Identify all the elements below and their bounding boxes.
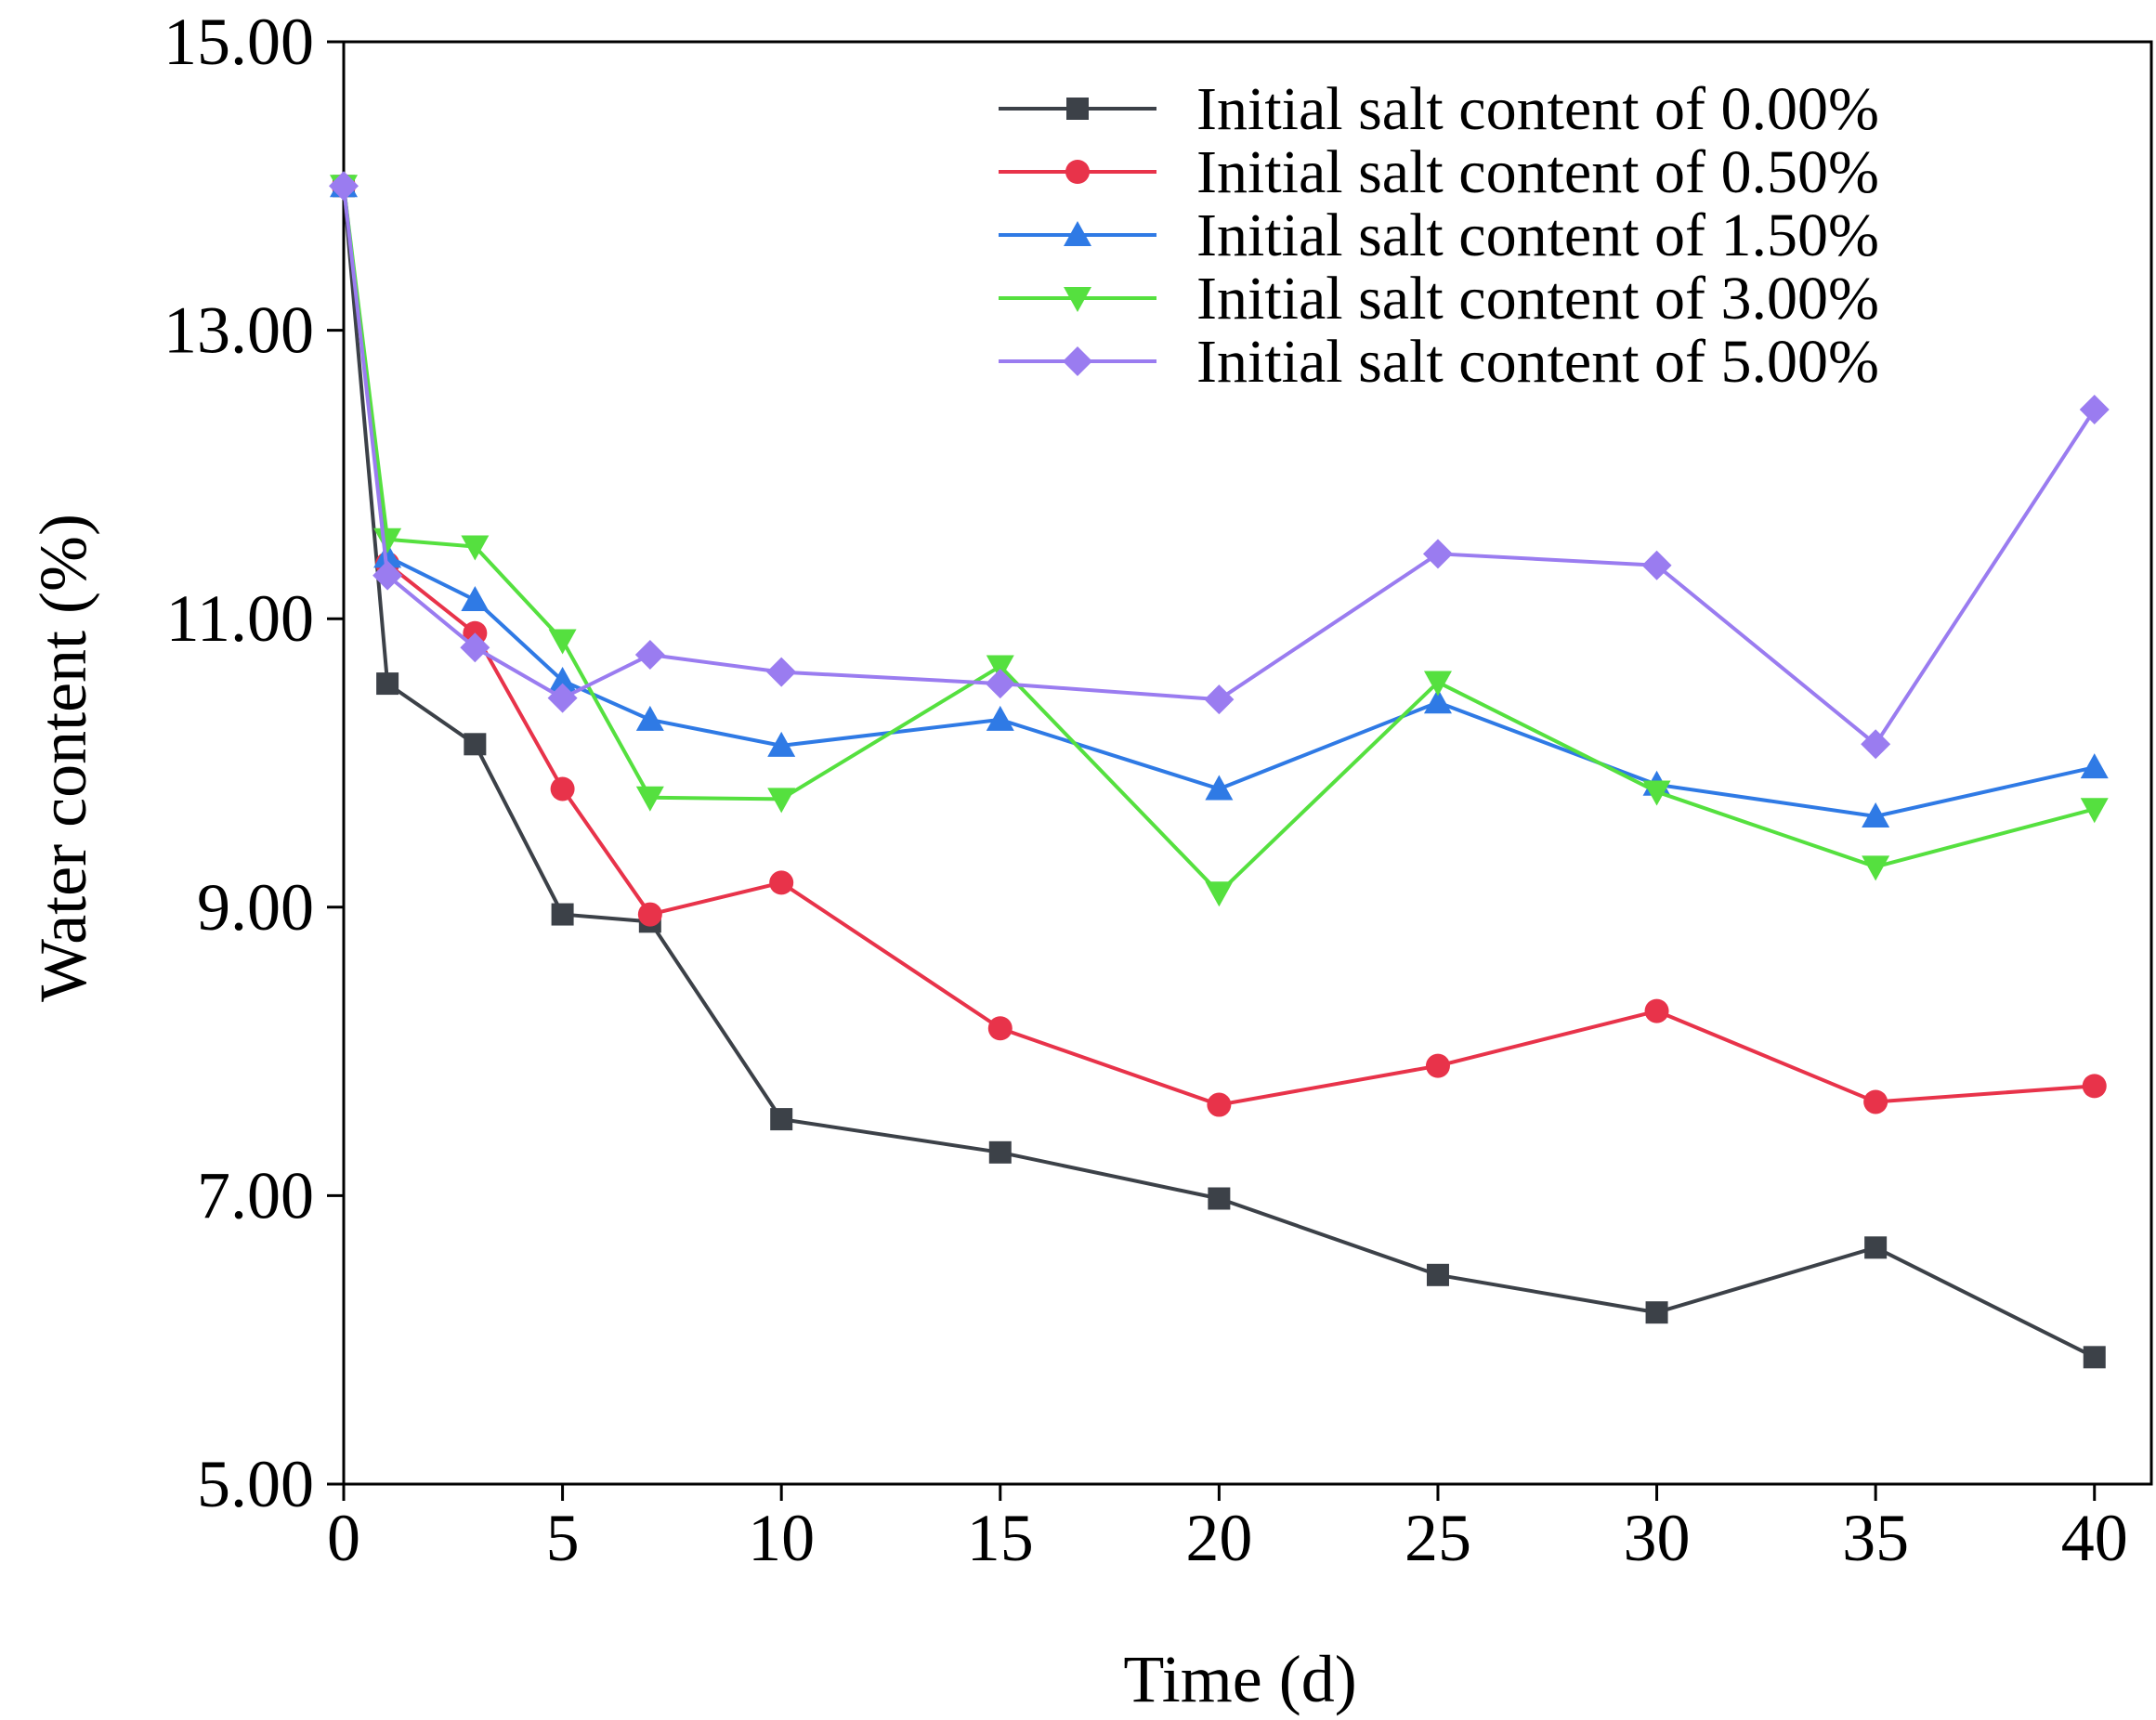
series-line (342, 186, 2095, 1107)
data-point (2080, 798, 2109, 824)
legend: Initial salt content of 0.00%Initial sal… (999, 75, 1879, 396)
data-point (1423, 688, 1452, 714)
y-tick-label: 11.00 (166, 581, 314, 656)
series-line (342, 186, 2096, 1360)
legend-marker (1063, 346, 1092, 376)
y-tick-label: 15.00 (163, 5, 314, 79)
legend-label: Initial salt content of 1.50% (1196, 202, 1879, 269)
data-point (461, 535, 490, 561)
data-point (769, 870, 794, 895)
data-point (770, 1108, 793, 1131)
data-point (372, 560, 403, 591)
data-point (985, 669, 1015, 699)
data-point (1205, 881, 1234, 907)
data-point (547, 683, 578, 713)
x-tick-label: 30 (1624, 1501, 1691, 1575)
data-point (1425, 1053, 1450, 1078)
data-point (329, 171, 359, 202)
data-point (373, 542, 402, 568)
series-line (342, 186, 2097, 747)
legend-marker (1065, 160, 1090, 184)
data-point (2083, 1346, 2106, 1369)
data-point (550, 776, 575, 801)
data-point (767, 731, 796, 757)
series-5 (329, 171, 2110, 760)
series-lines (329, 171, 2110, 1369)
y-tick-label: 7.00 (197, 1158, 314, 1232)
data-point (464, 733, 487, 756)
x-tick-label: 0 (327, 1501, 360, 1575)
y-tick-label: 13.00 (163, 293, 314, 368)
data-point (373, 528, 402, 554)
data-point (376, 672, 399, 696)
y-tick-label: 9.00 (197, 870, 314, 945)
data-point (1863, 1089, 1888, 1114)
data-point (548, 629, 577, 655)
x-tick-label: 35 (1842, 1501, 1909, 1575)
data-point (2082, 1074, 2107, 1099)
data-point (1208, 1187, 1231, 1210)
plot-frame (342, 40, 2153, 1486)
data-point (766, 657, 797, 687)
data-point (986, 655, 1014, 681)
data-point (551, 903, 574, 926)
x-tick-label: 40 (2061, 1501, 2128, 1575)
legend-label: Initial salt content of 3.00% (1196, 265, 1879, 332)
series-line (342, 186, 2096, 895)
data-point (987, 1016, 1013, 1041)
x-tick-label: 10 (748, 1501, 815, 1575)
axis-ticks: 0 5 10 15 20 25 30 35 40 5.00 7.00 9.00 11.00 13.00 15… (163, 5, 2128, 1575)
legend-entry-4: Initial salt content of 3.00% (999, 265, 1879, 332)
legend-label: Initial salt content of 0.00% (1196, 75, 1879, 143)
x-axis-title: Time (d) (1123, 1642, 1356, 1716)
x-tick-label: 20 (1185, 1501, 1252, 1575)
x-tick-label: 5 (546, 1501, 580, 1575)
data-point (1204, 684, 1235, 715)
data-point (637, 902, 662, 927)
data-point (1644, 998, 1669, 1023)
legend-marker (1066, 98, 1089, 120)
data-point (2080, 753, 2109, 779)
data-point (548, 666, 577, 692)
legend-marker (1064, 287, 1091, 312)
data-point (635, 705, 664, 731)
data-point (1205, 775, 1234, 801)
x-tick-label: 25 (1405, 1501, 1471, 1575)
data-point (1862, 855, 1890, 881)
data-point (1642, 780, 1671, 806)
data-point (460, 632, 490, 663)
legend-label: Initial salt content of 5.00% (1196, 328, 1879, 396)
data-point (1864, 1236, 1888, 1259)
data-point (1207, 1092, 1232, 1117)
plot-border (342, 40, 2153, 1486)
legend-entry-2: Initial salt content of 0.50% (999, 138, 1879, 206)
legend-entry-1: Initial salt content of 0.00% (999, 75, 1879, 143)
y-tick-label: 5.00 (197, 1447, 314, 1521)
data-point (461, 586, 490, 612)
y-axis-title: Water content (%) (26, 514, 100, 1002)
data-point (988, 1140, 1012, 1164)
legend-entry-3: Initial salt content of 1.50% (999, 202, 1879, 269)
data-point (1861, 729, 1891, 760)
legend-entry-5: Initial salt content of 5.00% (999, 328, 1879, 396)
data-point (634, 640, 665, 671)
x-tick-label: 15 (967, 1501, 1034, 1575)
data-point (1422, 539, 1453, 569)
legend-marker (1064, 221, 1091, 246)
data-point (1423, 671, 1452, 697)
data-point (2079, 395, 2110, 425)
data-point (1645, 1301, 1668, 1324)
data-point (986, 705, 1014, 731)
data-point (635, 786, 664, 812)
data-point (1641, 550, 1672, 580)
legend-label: Initial salt content of 0.50% (1196, 138, 1879, 206)
data-point (1862, 801, 1890, 827)
data-point (1426, 1263, 1449, 1286)
data-point (767, 788, 796, 814)
